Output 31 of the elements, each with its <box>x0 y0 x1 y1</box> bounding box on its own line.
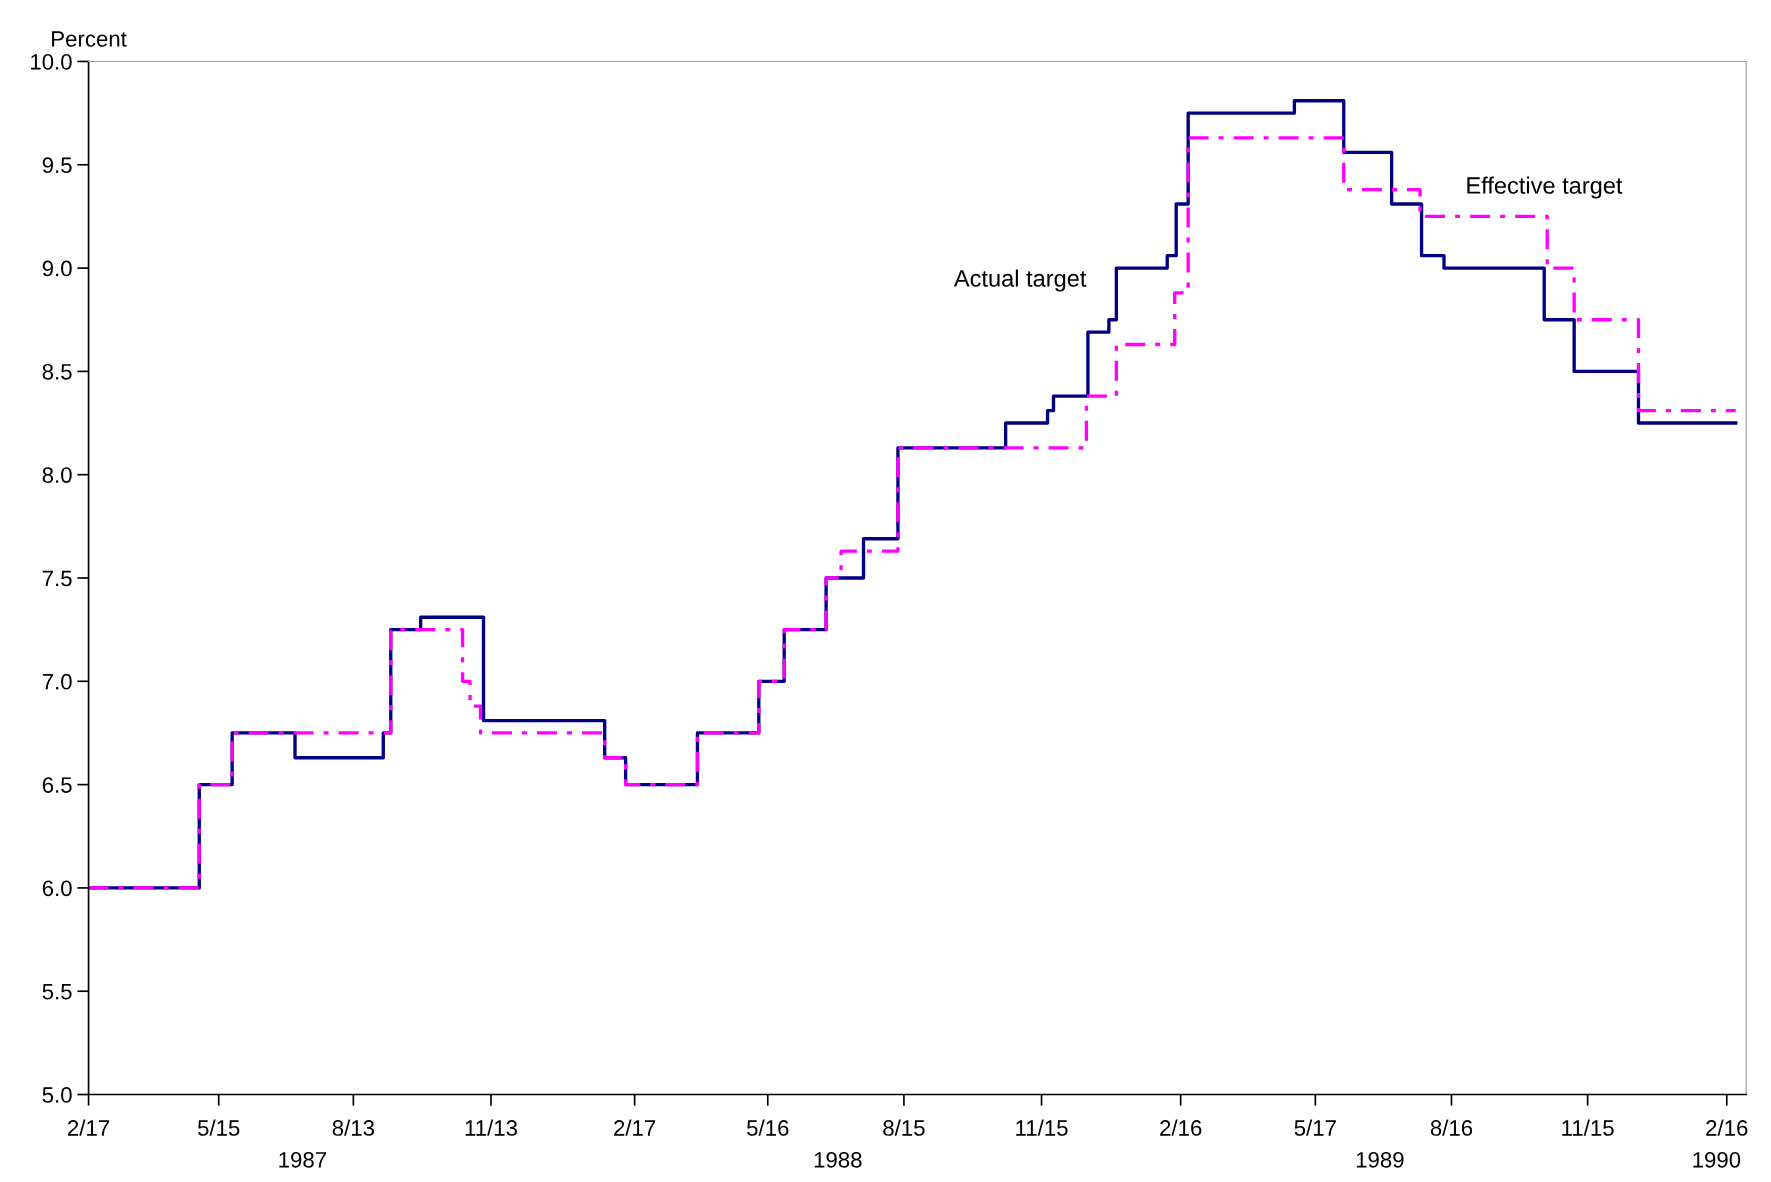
y-tick-label: 6.5 <box>42 777 72 793</box>
x-tick-label: 5/15 <box>197 1119 240 1136</box>
x-tick-label: 5/16 <box>747 1119 789 1136</box>
y-tick-label: 7.0 <box>42 673 72 690</box>
x-tick-label: 8/15 <box>883 1119 925 1136</box>
text: 1989 <box>1356 1151 1404 1168</box>
series-label: Effective target <box>1467 176 1623 199</box>
y-tick-label: 5.0 <box>42 1087 72 1103</box>
x-tick-label: 2/16 <box>1160 1119 1202 1136</box>
y-axis-title: Percent <box>52 31 127 47</box>
text: 1988 <box>814 1151 862 1168</box>
x-tick-label: 2/17 <box>614 1119 656 1136</box>
y-tick-label: 8.5 <box>42 363 72 380</box>
text: 1990 <box>1693 1151 1741 1168</box>
y-tick-label: 5.5 <box>42 983 72 1000</box>
x-tick-label: 8/16 <box>1430 1119 1473 1136</box>
y-tick-label: 9.5 <box>42 157 72 174</box>
x-tick-label: 2/16 <box>1706 1119 1748 1136</box>
text: 1987 <box>279 1151 326 1168</box>
y-tick-label: 8.0 <box>42 467 72 483</box>
x-tick-label: 5/17 <box>1294 1119 1336 1136</box>
series-label: Actual target <box>953 269 1087 292</box>
y-tick-label: 9.0 <box>42 260 72 277</box>
x-tick-label: 2/17 <box>68 1119 110 1136</box>
x-tick-label: 8/13 <box>332 1119 375 1136</box>
y-tick-label: 6.0 <box>42 880 72 897</box>
x-tick-label: 11/13 <box>465 1119 518 1136</box>
y-tick-label: 7.5 <box>42 570 72 587</box>
x-tick-label: 11/15 <box>1016 1119 1068 1136</box>
y-tick-label: 10.0 <box>31 54 72 70</box>
x-tick-label: 11/15 <box>1562 1119 1614 1136</box>
